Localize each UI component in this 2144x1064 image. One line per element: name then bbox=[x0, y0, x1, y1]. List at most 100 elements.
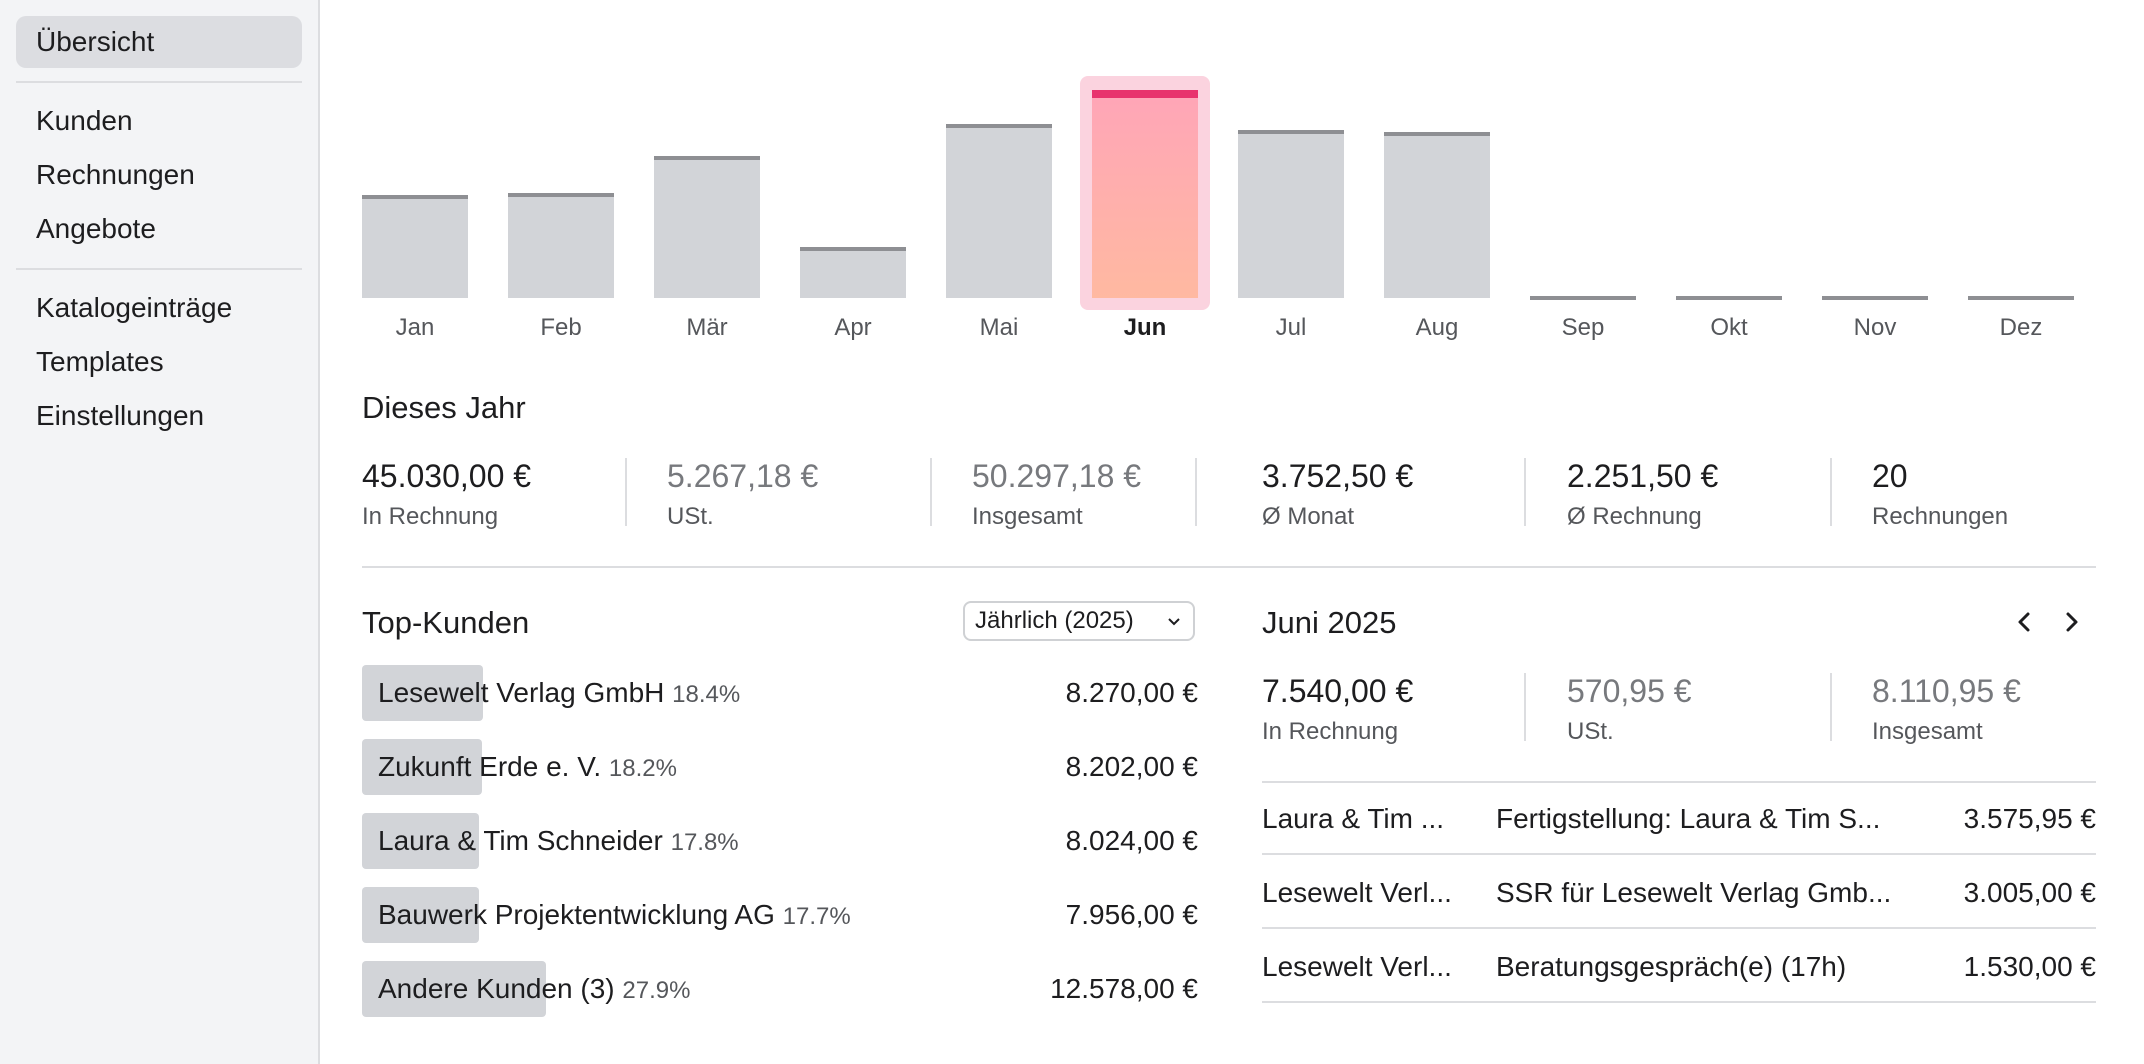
customer-amount: 8.270,00 € bbox=[1065, 677, 1198, 708]
month-label[interactable]: Jun bbox=[1123, 314, 1167, 341]
year-stat-total: 50.297,18 € Insgesamt bbox=[972, 458, 1141, 531]
customer-row[interactable]: Lesewelt Verlag GmbH 18.4% 8.270,00 € bbox=[362, 665, 1198, 721]
bar-jun[interactable] bbox=[1092, 90, 1198, 298]
invoice-amount: 1.530,00 € bbox=[1963, 951, 2096, 982]
month-stat-vat: 570,95 € USt. bbox=[1567, 673, 1692, 746]
stat-divider bbox=[930, 458, 932, 526]
invoice-row[interactable]: Laura & Tim ... Fertigstellung: Laura & … bbox=[1262, 783, 2096, 855]
period-select-value: Jährlich (2025) bbox=[975, 607, 1134, 634]
stat-value: 45.030,00 € bbox=[362, 458, 532, 494]
invoice-customer: Lesewelt Verl... bbox=[1262, 877, 1452, 908]
customer-name-cell: Lesewelt Verlag GmbH 18.4% bbox=[378, 665, 740, 723]
sidebar-item-customers[interactable]: Kunden bbox=[36, 105, 133, 136]
customer-name: Andere Kunden (3) bbox=[378, 973, 615, 1004]
month-label[interactable]: Mär bbox=[686, 314, 728, 341]
month-stat-total: 8.110,95 € Insgesamt bbox=[1872, 673, 2021, 746]
chevron-right-icon[interactable] bbox=[2057, 607, 2087, 637]
customer-percent: 17.8% bbox=[670, 829, 739, 856]
invoice-customer: Lesewelt Verl... bbox=[1262, 951, 1452, 982]
customer-name: Zukunft Erde e. V. bbox=[378, 751, 602, 782]
customer-row[interactable]: Andere Kunden (3) 27.9% 12.578,00 € bbox=[362, 961, 1198, 1017]
customer-name: Lesewelt Verlag GmbH bbox=[378, 677, 665, 708]
bar-dez[interactable] bbox=[1968, 296, 2074, 300]
month-label[interactable]: Mai bbox=[979, 314, 1019, 341]
month-label[interactable]: Apr bbox=[834, 314, 872, 341]
customer-row[interactable]: Laura & Tim Schneider 17.8% 8.024,00 € bbox=[362, 813, 1198, 869]
sidebar-item-invoices[interactable]: Rechnungen bbox=[36, 159, 195, 190]
customer-name-cell: Zukunft Erde e. V. 18.2% bbox=[378, 739, 677, 797]
stat-label: USt. bbox=[667, 503, 714, 530]
customer-share-bar bbox=[362, 887, 479, 943]
invoice-row[interactable]: Lesewelt Verl... Beratungsgespräch(e) (1… bbox=[1262, 931, 2096, 1003]
section-divider bbox=[362, 566, 2096, 568]
customer-percent: 17.7% bbox=[782, 903, 851, 930]
month-label[interactable]: Okt bbox=[1710, 314, 1748, 341]
sidebar-item-templates[interactable]: Templates bbox=[36, 346, 164, 377]
sidebar-item-overview[interactable]: Übersicht bbox=[16, 16, 302, 68]
month-title: Juni 2025 bbox=[1262, 605, 1397, 640]
month-label[interactable]: Jul bbox=[1275, 314, 1307, 341]
month-stat-invoiced: 7.540,00 € In Rechnung bbox=[1262, 673, 1413, 746]
customer-name: Bauwerk Projektentwicklung AG bbox=[378, 899, 775, 930]
month-label[interactable]: Aug bbox=[1415, 314, 1459, 341]
stat-divider bbox=[1524, 458, 1526, 526]
customer-name-cell: Andere Kunden (3) 27.9% bbox=[378, 961, 690, 1019]
bar-mai[interactable] bbox=[946, 124, 1052, 298]
month-label[interactable]: Jan bbox=[395, 314, 435, 341]
bar-jul[interactable] bbox=[1238, 130, 1344, 298]
month-label[interactable]: Sep bbox=[1561, 314, 1605, 341]
customer-amount: 12.578,00 € bbox=[1050, 973, 1198, 1004]
month-label[interactable]: Nov bbox=[1853, 314, 1897, 341]
period-select[interactable]: Jährlich (2025) bbox=[963, 601, 1195, 641]
sidebar-divider bbox=[16, 81, 302, 83]
stat-label: In Rechnung bbox=[1262, 718, 1399, 745]
stat-value: 5.267,18 € bbox=[667, 458, 819, 494]
sidebar-item-settings[interactable]: Einstellungen bbox=[36, 400, 205, 431]
customer-name-cell: Bauwerk Projektentwicklung AG 17.7% bbox=[378, 887, 851, 945]
bar-okt[interactable] bbox=[1676, 296, 1782, 300]
invoice-description: Fertigstellung: Laura & Tim S... bbox=[1496, 803, 1881, 834]
invoice-customer: Laura & Tim ... bbox=[1262, 803, 1445, 834]
invoice-row[interactable]: Lesewelt Verl... SSR für Lesewelt Verlag… bbox=[1262, 857, 2096, 929]
bar-sep[interactable] bbox=[1530, 296, 1636, 300]
chevron-left-icon[interactable] bbox=[2009, 607, 2039, 637]
stat-value: 7.540,00 € bbox=[1262, 673, 1414, 709]
stat-divider bbox=[625, 458, 627, 526]
sidebar: Übersicht Kunden Rechnungen Angebote Kat… bbox=[0, 0, 320, 1064]
bar-aug[interactable] bbox=[1384, 132, 1490, 298]
stat-divider bbox=[1524, 673, 1526, 741]
customer-name: Laura & Tim Schneider bbox=[378, 825, 663, 856]
customer-amount: 8.202,00 € bbox=[1065, 751, 1198, 782]
invoice-description: Beratungsgespräch(e) (17h) bbox=[1496, 951, 1847, 982]
stat-value: 50.297,18 € bbox=[972, 458, 1142, 494]
customer-row[interactable]: Zukunft Erde e. V. 18.2% 8.202,00 € bbox=[362, 739, 1198, 795]
stat-label: Insgesamt bbox=[1872, 718, 1983, 745]
stat-divider bbox=[1195, 458, 1197, 526]
bar-jan[interactable] bbox=[362, 195, 468, 298]
bar-apr[interactable] bbox=[800, 247, 906, 298]
customer-share-bar bbox=[362, 961, 546, 1017]
stat-label: Ø Monat bbox=[1262, 503, 1355, 530]
stat-label: Insgesamt bbox=[972, 503, 1083, 530]
sidebar-item-quotes[interactable]: Angebote bbox=[36, 213, 156, 244]
stat-label: USt. bbox=[1567, 718, 1614, 745]
bar-nov[interactable] bbox=[1822, 296, 1928, 300]
stat-divider bbox=[1830, 458, 1832, 526]
month-label[interactable]: Feb bbox=[540, 314, 582, 341]
invoice-description: SSR für Lesewelt Verlag Gmb... bbox=[1496, 877, 1892, 908]
month-label[interactable]: Dez bbox=[1999, 314, 2043, 341]
bar-mär[interactable] bbox=[654, 156, 760, 298]
stat-divider bbox=[1830, 673, 1832, 741]
year-stat-avg-invoice: 2.251,50 € Ø Rechnung bbox=[1567, 458, 1718, 531]
customer-row[interactable]: Bauwerk Projektentwicklung AG 17.7% 7.95… bbox=[362, 887, 1198, 943]
bar-feb[interactable] bbox=[508, 193, 614, 298]
stat-value: 8.110,95 € bbox=[1872, 673, 2021, 709]
customer-name-cell: Laura & Tim Schneider 17.8% bbox=[378, 813, 739, 871]
invoice-amount: 3.575,95 € bbox=[1963, 803, 2096, 834]
customer-amount: 7.956,00 € bbox=[1065, 899, 1198, 930]
stat-value: 2.251,50 € bbox=[1567, 458, 1719, 494]
monthly-revenue-chart: Jan Feb Mär Apr Mai Jun Jul Aug Sep Okt Nov Dez bbox=[362, 50, 2092, 360]
customer-share-bar bbox=[362, 813, 479, 869]
stat-label: In Rechnung bbox=[362, 503, 499, 530]
sidebar-item-catalog[interactable]: Katalogeinträge bbox=[36, 292, 233, 323]
